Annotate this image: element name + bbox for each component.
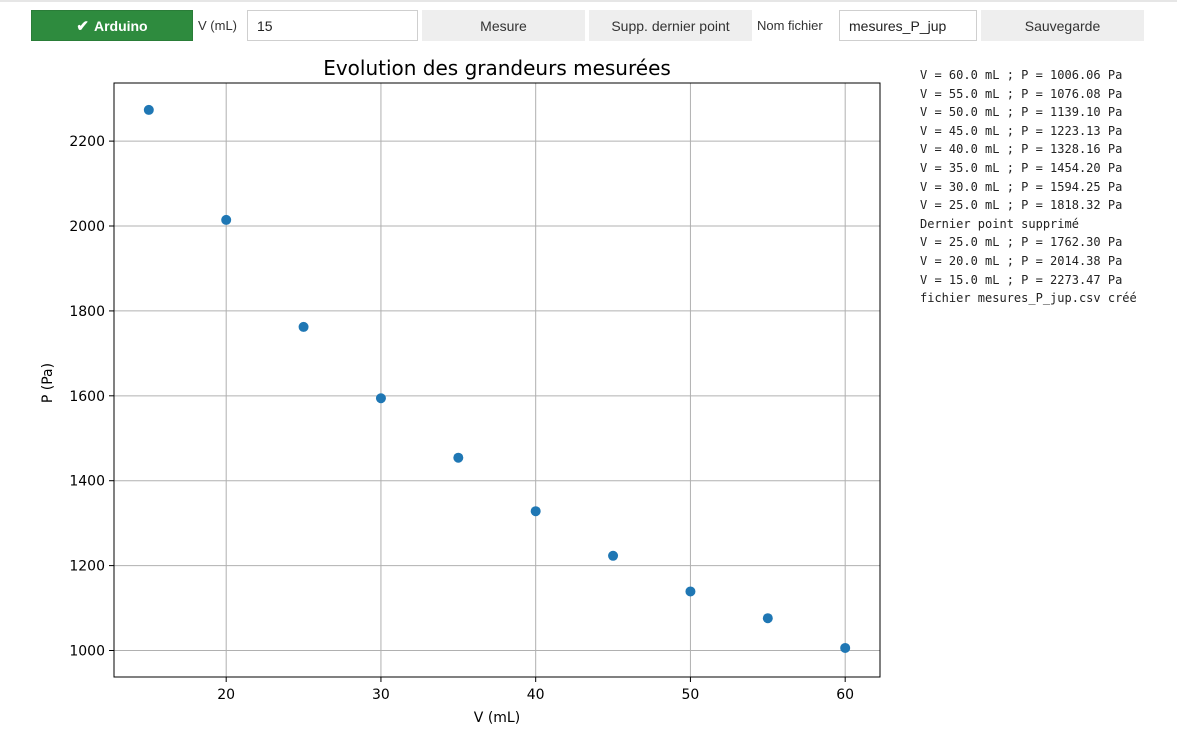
x-tick-label: 50 [682, 687, 700, 703]
data-point [762, 613, 773, 624]
log-line: V = 55.0 mL ; P = 1076.08 Pa [920, 86, 1123, 101]
data-point [375, 393, 386, 404]
x-tick-label: 30 [372, 687, 390, 703]
measure-button[interactable]: Mesure [422, 10, 585, 41]
x-tick-label: 40 [527, 687, 545, 703]
delete-last-point-button[interactable]: Supp. dernier point [589, 10, 752, 41]
data-point [143, 104, 154, 115]
log-line: Dernier point supprimé [920, 216, 1079, 231]
log-line: V = 20.0 mL ; P = 2014.38 Pa [920, 253, 1123, 268]
check-icon: ✔ [76, 17, 89, 35]
log-line: V = 50.0 mL ; P = 1139.10 Pa [920, 105, 1123, 120]
log-line: fichier mesures_P_jup.csv créé [920, 291, 1137, 306]
log-line: V = 35.0 mL ; P = 1454.20 Pa [920, 160, 1123, 175]
log-line: V = 60.0 mL ; P = 1006.06 Pa [920, 68, 1123, 82]
filename-label: Nom fichier [757, 18, 823, 33]
data-point [221, 214, 232, 225]
arduino-button-label: Arduino [93, 17, 148, 34]
data-points [143, 104, 851, 653]
log-line: V = 15.0 mL ; P = 2273.47 Pa [920, 272, 1123, 287]
log-line: V = 25.0 mL ; P = 1762.30 Pa [920, 235, 1123, 250]
volume-label: V (mL) [198, 18, 237, 33]
filename-input[interactable]: mesures_P_jup [839, 10, 977, 41]
data-point [453, 452, 464, 463]
data-point [530, 506, 541, 517]
data-point [840, 642, 851, 653]
grid [114, 83, 880, 677]
data-point [685, 586, 696, 597]
log-line: V = 45.0 mL ; P = 1223.13 Pa [920, 123, 1123, 138]
chart-title: Evolution des grandeurs mesurées [323, 56, 671, 80]
arduino-button[interactable]: ✔ Arduino [31, 10, 193, 41]
x-axis-label: V (mL) [474, 710, 520, 726]
y-tick-label: 2000 [69, 219, 105, 235]
y-tick-label: 1400 [69, 474, 105, 490]
x-tick-label: 20 [217, 687, 235, 703]
data-point [298, 321, 309, 332]
log-line: V = 25.0 mL ; P = 1818.32 Pa [920, 198, 1123, 213]
y-tick-label: 1600 [69, 389, 105, 405]
y-axis-label: P (Pa) [40, 363, 56, 403]
plot-frame [113, 82, 881, 678]
pressure-volume-chart: Evolution des grandeurs mesurées 20 30 40 5… [40, 56, 881, 726]
volume-input[interactable]: 15 [247, 10, 418, 41]
top-border [0, 0, 1177, 2]
axis-ticks: 20 30 40 50 60 1000 1200 1400 1600 1800 2000 2200 [69, 134, 854, 703]
output-log: V = 60.0 mL ; P = 1006.06 Pa V = 55.0 mL … [920, 66, 1137, 308]
data-point [608, 550, 619, 561]
y-tick-label: 1200 [69, 559, 105, 575]
y-tick-label: 1000 [69, 644, 105, 660]
y-tick-label: 1800 [69, 304, 105, 320]
y-tick-label: 2200 [69, 134, 105, 150]
log-line: V = 40.0 mL ; P = 1328.16 Pa [920, 142, 1123, 157]
log-line: V = 30.0 mL ; P = 1594.25 Pa [920, 179, 1123, 194]
x-tick-label: 60 [836, 687, 854, 703]
save-button[interactable]: Sauvegarde [981, 10, 1144, 41]
